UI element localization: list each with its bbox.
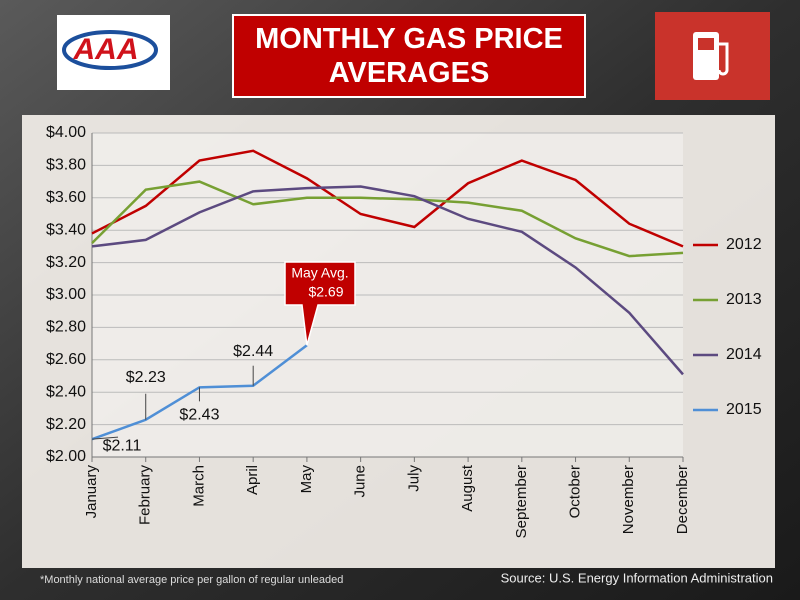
label-leader bbox=[91, 436, 119, 440]
chart-title: MONTHLY GAS PRICE AVERAGES bbox=[255, 23, 563, 89]
y-tick-label: $3.40 bbox=[46, 221, 86, 238]
x-tick-label: May bbox=[298, 465, 315, 494]
pump-screen bbox=[698, 38, 714, 50]
legend-label: 2014 bbox=[726, 346, 762, 363]
data-label: $2.23 bbox=[126, 369, 166, 386]
y-tick-label: $3.20 bbox=[46, 254, 86, 271]
y-tick-label: $2.00 bbox=[46, 448, 86, 465]
logo: AAA bbox=[57, 15, 170, 90]
y-tick-label: $2.20 bbox=[46, 416, 86, 433]
y-tick-label: $4.00 bbox=[46, 124, 86, 141]
data-label: $2.11 bbox=[103, 437, 142, 454]
series-line bbox=[91, 149, 684, 248]
pump-icon bbox=[655, 12, 770, 100]
legend-label: 2015 bbox=[726, 401, 762, 418]
series-line bbox=[91, 185, 684, 376]
x-tick-label: August bbox=[459, 464, 476, 512]
source: Source: U.S. Energy Information Administ… bbox=[501, 570, 773, 585]
logo-text: AAA bbox=[73, 33, 139, 66]
x-tick-label: June bbox=[352, 465, 369, 498]
x-tick-label: September bbox=[513, 465, 530, 538]
x-tick-label: January bbox=[83, 465, 100, 519]
y-tick-label: $3.60 bbox=[46, 189, 86, 206]
y-tick-label: $2.60 bbox=[46, 351, 86, 368]
x-tick-label: April bbox=[244, 465, 261, 495]
legend-label: 2013 bbox=[726, 291, 762, 308]
logo-box bbox=[57, 15, 170, 90]
legend-label: 2012 bbox=[726, 236, 762, 253]
y-tick-label: $3.80 bbox=[46, 157, 86, 174]
series-line bbox=[91, 180, 684, 258]
callout bbox=[284, 261, 356, 346]
x-tick-label: February bbox=[137, 465, 154, 526]
y-tick-label: $2.80 bbox=[46, 319, 86, 336]
title-box bbox=[232, 14, 586, 98]
annotation: May Avg. bbox=[291, 265, 348, 281]
y-tick-label: $2.40 bbox=[46, 383, 86, 400]
x-tick-label: March bbox=[190, 465, 207, 507]
data-label: $2.69 bbox=[308, 284, 343, 300]
x-tick-label: July bbox=[405, 465, 422, 492]
pump-hose bbox=[717, 42, 729, 76]
data-label: $2.43 bbox=[179, 407, 219, 424]
x-tick-label: October bbox=[567, 465, 584, 518]
x-tick-label: November bbox=[620, 465, 637, 534]
x-tick-label: December bbox=[674, 465, 691, 534]
y-tick-label: $3.00 bbox=[46, 286, 86, 303]
logo-ring bbox=[62, 30, 158, 70]
footnote: *Monthly national average price per gall… bbox=[40, 574, 343, 586]
data-label: $2.44 bbox=[233, 343, 273, 360]
